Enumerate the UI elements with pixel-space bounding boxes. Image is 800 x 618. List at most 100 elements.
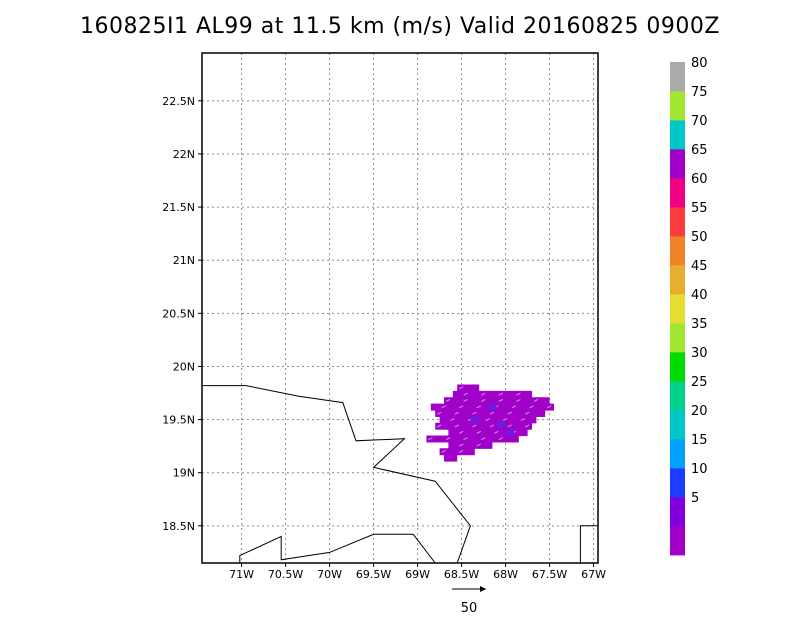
wind-cell-accent	[488, 403, 497, 410]
colorbar-label: 65	[691, 143, 708, 158]
wind-cell-row	[457, 384, 480, 392]
colorbar-band	[670, 236, 685, 266]
lat-tick-label: 19N	[173, 467, 195, 480]
colorbar-label: 45	[691, 259, 708, 274]
wind-cell-row	[439, 448, 475, 456]
wind-vector	[476, 443, 482, 447]
wind-cell-accent	[470, 416, 479, 423]
latitude-tick-labels: 18.5N 19N 19.5N 20N 20.5N 21N 21.5N 22N 22.5N	[162, 95, 195, 533]
lat-tick-label: 20N	[173, 360, 195, 373]
lon-tick-label: 67W	[581, 568, 606, 581]
colorbar-band	[670, 294, 685, 324]
colorbar-label: 30	[691, 346, 708, 361]
wind-vector	[529, 405, 534, 409]
lon-tick-label: 69.5W	[356, 568, 391, 581]
wind-vector	[472, 424, 477, 428]
reference-arrow-head	[480, 586, 486, 592]
coastline	[579, 525, 598, 563]
colorbar-label: 10	[691, 462, 708, 477]
colorbar-band	[670, 410, 685, 440]
colorbar-label: 15	[691, 433, 708, 448]
coastline	[202, 385, 471, 564]
wind-vector	[436, 411, 442, 415]
wind-vector	[498, 392, 504, 396]
wind-vector	[507, 411, 512, 415]
colorbar-band	[670, 265, 685, 295]
wind-vector	[463, 392, 468, 396]
wind-cell-row	[435, 410, 546, 417]
colorbar-band	[670, 468, 685, 498]
colorbar-label: 70	[691, 114, 708, 129]
wind-vector	[498, 437, 504, 441]
wind-vector	[489, 411, 495, 415]
colorbar-band	[670, 91, 685, 121]
colorbar-label: 25	[691, 375, 708, 390]
wind-vector	[463, 398, 468, 402]
wind-vector	[480, 437, 486, 441]
colorbar-band	[670, 178, 685, 208]
wind-vector	[476, 430, 482, 434]
wind-vector	[546, 405, 552, 409]
wind-vector	[458, 405, 464, 409]
wind-cell-accent	[497, 421, 506, 428]
wind-vector	[436, 424, 442, 428]
wind-cell-row	[435, 422, 532, 430]
wind-vector	[533, 398, 539, 402]
wind-cell-accent	[506, 429, 514, 436]
wind-field	[426, 384, 554, 462]
wind-vector	[428, 437, 433, 441]
wind-vector	[524, 424, 530, 428]
colorbar-label: 55	[691, 201, 708, 216]
lon-tick-label: 69W	[405, 568, 430, 581]
colorbar-label: 5	[691, 491, 699, 506]
colorbar-label: 75	[691, 85, 708, 100]
wind-cell-row	[426, 435, 519, 443]
colorbar-band	[670, 497, 685, 527]
wind-vector	[520, 418, 526, 422]
wind-vector	[445, 398, 451, 402]
lon-tick-label: 71W	[229, 568, 254, 581]
colorbar-band	[670, 381, 685, 411]
lat-tick-label: 21N	[173, 254, 195, 267]
wind-vector	[463, 437, 468, 441]
wind-vector	[458, 430, 464, 434]
wind-vector	[472, 411, 477, 415]
reference-vector: 50	[452, 586, 486, 616]
wind-vector	[458, 443, 464, 447]
colorbar-band	[670, 352, 685, 382]
grid-lines	[198, 53, 598, 567]
wind-cell-row	[444, 397, 550, 405]
wind-cell-row	[444, 454, 458, 462]
wind-vector	[441, 449, 446, 453]
lon-tick-label: 70W	[317, 568, 342, 581]
wind-vector	[476, 405, 482, 409]
lat-tick-label: 19.5N	[162, 414, 195, 427]
lon-tick-label: 68.5W	[444, 568, 479, 581]
wind-vector	[441, 405, 446, 409]
wind-vector	[489, 424, 495, 428]
lon-tick-label: 67.5W	[532, 568, 567, 581]
map-frame	[201, 52, 599, 564]
wind-cell-row	[448, 441, 493, 449]
wind-vector	[498, 398, 504, 402]
colorbar: 5 10 15 20 25 30 35 40 45 50 55 60 65 70 75 80	[670, 56, 708, 556]
wind-vector	[458, 449, 464, 453]
wind-vector	[485, 418, 490, 422]
lat-tick-label: 21.5N	[162, 201, 195, 214]
lon-tick-label: 70.5W	[268, 568, 303, 581]
colorbar-label: 20	[691, 404, 708, 419]
coastline	[239, 533, 436, 564]
coastlines	[202, 385, 598, 564]
wind-vector	[450, 418, 455, 422]
wind-vector	[507, 424, 512, 428]
wind-vector	[454, 424, 460, 428]
colorbar-band	[670, 62, 685, 92]
wind-cell-row	[448, 429, 528, 437]
wind-vector	[516, 398, 521, 402]
wind-vector	[511, 405, 517, 409]
colorbar-label: 80	[691, 56, 708, 71]
colorbar-band	[670, 323, 685, 353]
colorbar-band	[670, 526, 685, 556]
colorbar-label: 35	[691, 317, 708, 332]
